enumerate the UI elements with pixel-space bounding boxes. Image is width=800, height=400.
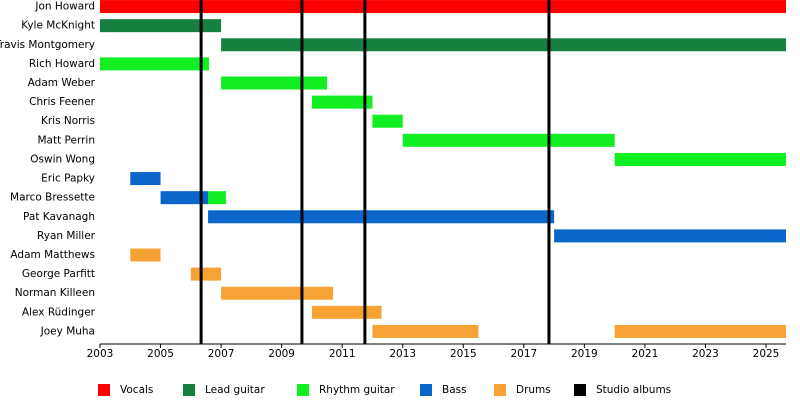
- member-label: Kris Norris: [41, 115, 95, 127]
- x-tick-label: 2005: [147, 348, 174, 360]
- legend-swatch: [574, 384, 586, 396]
- period-bar: [190, 267, 222, 281]
- member-label: Chris Feener: [29, 96, 96, 108]
- member-label: Norman Killeen: [15, 287, 95, 299]
- legend-label: Rhythm guitar: [319, 384, 395, 396]
- member-label: Travis Montgomery: [0, 39, 95, 51]
- period-bar: [221, 38, 787, 52]
- x-tick-label: 2025: [753, 348, 780, 360]
- member-label: Rich Howard: [29, 58, 95, 70]
- legend-swatch: [420, 384, 432, 396]
- x-tick-label: 2011: [329, 348, 356, 360]
- x-tick-label: 2019: [571, 348, 598, 360]
- period-bar: [100, 19, 222, 33]
- x-tick-label: 2003: [87, 348, 114, 360]
- legend-label: Lead guitar: [205, 384, 265, 396]
- period-bar: [160, 191, 209, 205]
- period-bar: [130, 248, 161, 262]
- period-bar: [372, 324, 479, 338]
- period-bar: [130, 172, 161, 186]
- x-tick-label: 2015: [450, 348, 477, 360]
- period-bar: [372, 114, 403, 128]
- member-label: Adam Matthews: [10, 249, 95, 261]
- period-bar: [311, 95, 373, 109]
- legend-label: Studio albums: [596, 384, 671, 396]
- legend-swatch: [297, 384, 309, 396]
- period-bar: [208, 191, 226, 205]
- x-tick-label: 2009: [268, 348, 295, 360]
- member-label: Marco Bressette: [10, 192, 95, 204]
- legend-swatch: [183, 384, 195, 396]
- member-label: Jon Howard: [34, 1, 95, 13]
- member-label: Joey Muha: [40, 325, 95, 337]
- period-bar: [614, 152, 786, 166]
- x-tick-label: 2017: [510, 348, 537, 360]
- period-bar: [554, 229, 786, 243]
- period-bar: [100, 0, 786, 14]
- period-bar: [221, 286, 334, 300]
- period-bar: [614, 324, 786, 338]
- member-label: Kyle McKnight: [21, 20, 95, 32]
- period-bar: [402, 133, 615, 147]
- member-label: Pat Kavanagh: [23, 211, 95, 223]
- legend-label: Drums: [516, 384, 551, 396]
- period-bar: [311, 305, 382, 319]
- legend-label: Vocals: [120, 384, 153, 396]
- member-label: Ryan Miller: [37, 230, 96, 242]
- legend-label: Bass: [442, 384, 467, 396]
- legend-swatch: [494, 384, 506, 396]
- legend-swatch: [98, 384, 110, 396]
- period-bar: [100, 57, 209, 71]
- member-label: Alex Rüdinger: [22, 306, 96, 318]
- period-bar: [208, 210, 555, 224]
- x-tick-label: 2023: [692, 348, 719, 360]
- member-label: George Parfitt: [22, 268, 95, 280]
- member-label: Adam Weber: [28, 77, 96, 89]
- x-tick-label: 2013: [389, 348, 416, 360]
- member-label: Matt Perrin: [37, 134, 95, 146]
- member-label: Oswin Wong: [30, 153, 95, 165]
- period-bar: [221, 76, 328, 90]
- x-tick-label: 2021: [632, 348, 659, 360]
- x-tick-label: 2007: [208, 348, 235, 360]
- member-label: Eric Papky: [41, 173, 95, 185]
